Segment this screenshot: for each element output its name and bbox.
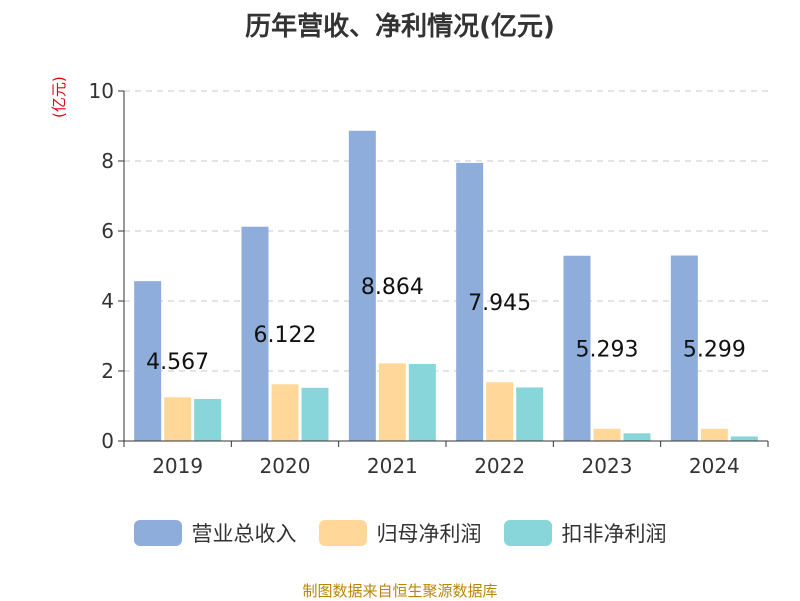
bar-3-2021 — [408, 364, 436, 441]
x-tick-label: 2023 — [582, 454, 633, 478]
y-tick-label: 2 — [101, 359, 114, 383]
legend-swatch — [503, 520, 552, 546]
bar-1-2019 — [134, 281, 162, 441]
y-tick-label: 4 — [101, 289, 114, 313]
bar-1-2022 — [456, 162, 484, 442]
x-tick-label: 2021 — [367, 454, 418, 478]
axes: 0 2 4 6 8 10 2019 2020 2021 2022 2023 2024 — [89, 79, 769, 478]
grid-lines — [124, 90, 768, 372]
y-tick-label: 10 — [89, 79, 114, 103]
bar-2-2024 — [700, 428, 728, 441]
data-label: 5.299 — [683, 337, 746, 362]
bar-1-2023 — [563, 255, 591, 441]
y-tick-label: 8 — [101, 149, 114, 173]
bar-2-2023 — [593, 428, 621, 441]
legend-item[interactable]: 扣非净利润 — [503, 518, 667, 548]
bar-2-2021 — [378, 363, 406, 441]
bar-2-2019 — [164, 397, 192, 441]
data-label: 5.293 — [576, 337, 639, 362]
bar-1-2024 — [670, 255, 698, 441]
legend-item[interactable]: 归母净利润 — [318, 518, 482, 548]
source-note: 制图数据来自恒生聚源数据库 — [302, 582, 498, 600]
legend-item[interactable]: 营业总收入 — [133, 518, 297, 548]
chart-title: 历年营收、净利情况(亿元) — [245, 12, 555, 42]
data-label: 4.567 — [146, 350, 209, 375]
bar-3-2019 — [194, 399, 222, 441]
bar-1-2020 — [241, 226, 269, 441]
bar-3-2020 — [301, 387, 329, 441]
y-tick-label: 6 — [101, 219, 114, 243]
data-label: 7.945 — [468, 291, 531, 316]
legend-label: 扣非净利润 — [561, 522, 667, 546]
legend-label: 归母净利润 — [376, 522, 482, 546]
bar-3-2023 — [623, 433, 651, 441]
legend-swatch — [133, 520, 182, 546]
bar-1-2021 — [348, 130, 376, 441]
legend: 营业总收入 归母净利润 扣非净利润 — [0, 518, 800, 548]
data-label: 8.864 — [361, 275, 424, 300]
x-tick-label: 2020 — [260, 454, 311, 478]
bars — [134, 130, 758, 442]
bar-3-2022 — [516, 387, 544, 441]
y-tick-label: 0 — [101, 429, 114, 453]
bar-2-2022 — [486, 382, 514, 441]
legend-label: 营业总收入 — [191, 522, 297, 546]
x-tick-label: 2024 — [689, 454, 740, 478]
legend-swatch — [318, 520, 367, 546]
data-labels: 4.567 6.122 8.864 7.945 5.293 5.299 — [146, 275, 746, 375]
x-tick-label: 2019 — [152, 454, 203, 478]
bar-3-2024 — [730, 436, 758, 441]
bar-2-2020 — [271, 384, 299, 441]
x-tick-label: 2022 — [474, 454, 525, 478]
data-label: 6.122 — [254, 323, 317, 348]
